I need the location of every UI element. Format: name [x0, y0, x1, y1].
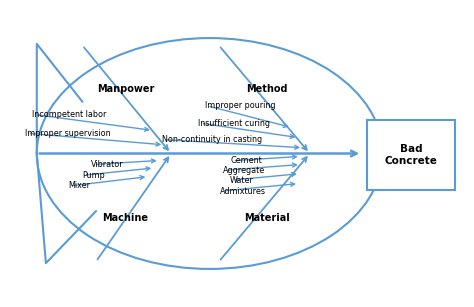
- Text: Machine: Machine: [102, 213, 148, 223]
- Text: Pump: Pump: [82, 171, 105, 180]
- FancyBboxPatch shape: [367, 120, 456, 190]
- Text: Non-continuity in casting: Non-continuity in casting: [162, 135, 262, 144]
- Text: Bad
Concrete: Bad Concrete: [384, 144, 438, 166]
- Text: Manpower: Manpower: [97, 84, 154, 94]
- Text: Insufficient curing: Insufficient curing: [198, 119, 270, 128]
- Text: Water: Water: [230, 176, 254, 185]
- Text: Improper pouring: Improper pouring: [205, 101, 276, 111]
- Text: Improper supervision: Improper supervision: [26, 129, 111, 138]
- Text: Vibrator: Vibrator: [91, 160, 124, 169]
- Text: Mixer: Mixer: [69, 181, 91, 190]
- Text: Aggregate: Aggregate: [223, 166, 265, 175]
- Text: Method: Method: [246, 84, 287, 94]
- Text: Incompetent labor: Incompetent labor: [32, 110, 107, 119]
- Text: Cement: Cement: [230, 156, 262, 165]
- Text: Admixtures: Admixtures: [220, 187, 266, 196]
- Text: Material: Material: [244, 213, 290, 223]
